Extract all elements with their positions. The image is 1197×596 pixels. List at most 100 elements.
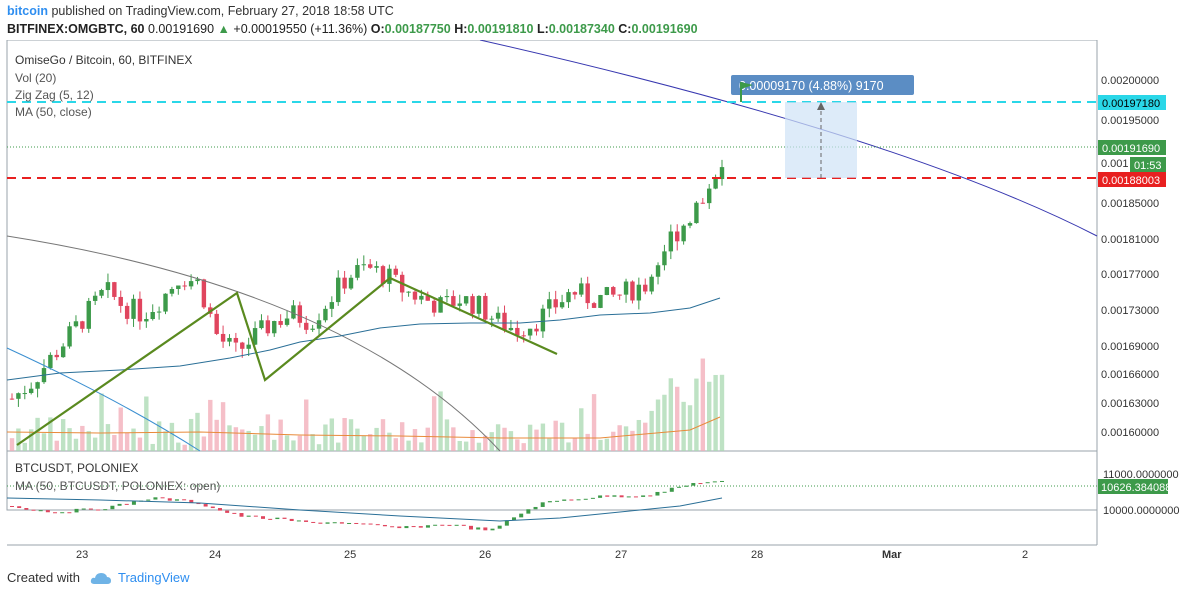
volume-bar bbox=[374, 427, 379, 451]
time-axis[interactable]: 23 24 25 26 27 28 Mar 2 bbox=[76, 549, 1028, 561]
volume-bar bbox=[681, 401, 686, 451]
btcusdt-candle bbox=[146, 499, 151, 501]
volume-bar bbox=[252, 434, 258, 451]
btcusdt-candle bbox=[411, 526, 416, 528]
btcusdt-candle bbox=[382, 524, 387, 527]
btcusdt-candle bbox=[124, 503, 129, 505]
candle-body bbox=[265, 320, 271, 334]
candle-body bbox=[176, 285, 181, 289]
price-axis[interactable]: 0.00200000 0.00195000 0.001 0.00185000 0… bbox=[1101, 75, 1159, 439]
candle-body bbox=[559, 302, 565, 308]
volume-bar bbox=[598, 439, 603, 451]
lower-pane-ma[interactable]: MA (50, BTCUSDT, POLONIEX: open) bbox=[15, 479, 220, 493]
legend-zigzag[interactable]: Zig Zag (5, 12) bbox=[15, 88, 94, 102]
candle-body bbox=[54, 354, 59, 358]
btcusdt-candle bbox=[555, 500, 560, 502]
publisher-user[interactable]: bitcoin bbox=[7, 4, 48, 18]
candle-body bbox=[374, 266, 379, 268]
volume-bar bbox=[470, 430, 475, 451]
btcusdt-candle bbox=[53, 512, 58, 514]
candle-body bbox=[451, 296, 456, 306]
candle-body bbox=[92, 295, 98, 301]
red-price-label-box bbox=[1098, 172, 1166, 187]
btcusdt-candle bbox=[296, 520, 301, 522]
candle-body bbox=[195, 279, 200, 282]
btcusdt-candle bbox=[662, 491, 667, 493]
volume-bar bbox=[156, 421, 162, 451]
btcusdt-candle bbox=[174, 499, 179, 501]
time-label-25: 25 bbox=[344, 549, 356, 561]
btcusdt-candle bbox=[433, 524, 438, 526]
volume-bar bbox=[508, 431, 514, 451]
candle-body bbox=[630, 281, 635, 301]
volume-bar bbox=[150, 443, 155, 451]
btcusdt-candle bbox=[261, 516, 266, 519]
legend-vol[interactable]: Vol (20) bbox=[15, 71, 56, 85]
blue-fan-curve bbox=[6, 347, 201, 452]
volume-bar bbox=[16, 428, 21, 451]
current-price-label: 0.00191690 bbox=[1102, 143, 1160, 155]
volume-bar bbox=[515, 439, 520, 451]
candle-body bbox=[35, 382, 40, 389]
btcusdt-candle bbox=[397, 526, 402, 529]
legend-ma[interactable]: MA (50, close) bbox=[15, 105, 92, 119]
footer: Created with TradingView bbox=[7, 570, 190, 585]
candle-body bbox=[220, 333, 226, 342]
volume-bar bbox=[9, 438, 15, 451]
btcusdt-candle bbox=[483, 527, 488, 531]
btcusdt-candle bbox=[633, 496, 638, 498]
lower-price-label-box bbox=[1098, 479, 1168, 494]
volume-bar bbox=[579, 408, 584, 451]
volume-bar bbox=[259, 426, 264, 451]
candle-body bbox=[342, 277, 347, 289]
candle-body bbox=[655, 265, 661, 277]
candle-body bbox=[547, 299, 552, 309]
candle-body bbox=[310, 328, 315, 330]
btcusdt-candle bbox=[655, 491, 660, 496]
btcusdt-candle bbox=[440, 524, 445, 526]
candle-body bbox=[169, 288, 175, 294]
volume-bar bbox=[41, 433, 47, 451]
candle-body bbox=[9, 398, 15, 400]
low-value: 0.00187340 bbox=[548, 22, 615, 36]
btcusdt-candle bbox=[583, 498, 588, 500]
volume-bar bbox=[323, 424, 328, 451]
volume-bar bbox=[188, 418, 194, 451]
volume-bar bbox=[265, 414, 271, 451]
volume-bar bbox=[700, 358, 706, 451]
btcusdt-candle bbox=[31, 509, 36, 511]
btcusdt-candle bbox=[167, 498, 172, 501]
candle-body bbox=[611, 287, 616, 295]
btcusdt-candle bbox=[275, 517, 280, 520]
candle-body bbox=[540, 308, 546, 332]
ma-line bbox=[6, 297, 721, 381]
volume-bar bbox=[643, 422, 648, 451]
close-label: C: bbox=[618, 22, 632, 36]
candle-body bbox=[719, 167, 725, 180]
tick-1: 0.00195000 bbox=[1101, 115, 1159, 127]
cyan-price-label: 0.00197180 bbox=[1102, 98, 1160, 110]
volume-bar bbox=[707, 381, 712, 451]
volume-bar bbox=[105, 424, 111, 451]
up-triangle-icon: ▲ bbox=[217, 22, 230, 36]
volume-bar bbox=[572, 438, 578, 451]
candle-body bbox=[48, 354, 53, 369]
volume-bar bbox=[214, 419, 219, 451]
volume-bar bbox=[476, 442, 482, 451]
volume-bar bbox=[591, 394, 597, 451]
candle-body bbox=[585, 283, 590, 304]
price-chart[interactable]: 0.00009170 (4.88%) 9170 0.00200000 0.001… bbox=[0, 40, 1197, 570]
candle-body bbox=[598, 294, 603, 308]
candle-body bbox=[367, 264, 373, 268]
volume-bar bbox=[137, 437, 143, 451]
candle-body bbox=[489, 318, 494, 320]
volume-bar bbox=[393, 438, 398, 451]
volume-bar bbox=[675, 386, 680, 451]
candle-body bbox=[636, 284, 642, 301]
candle-body bbox=[188, 281, 194, 287]
footer-brand-link[interactable]: TradingView bbox=[117, 570, 190, 585]
volume-bar bbox=[502, 427, 507, 451]
candle-body bbox=[323, 308, 328, 321]
candle-body bbox=[278, 321, 283, 325]
time-label-23: 23 bbox=[76, 549, 88, 561]
